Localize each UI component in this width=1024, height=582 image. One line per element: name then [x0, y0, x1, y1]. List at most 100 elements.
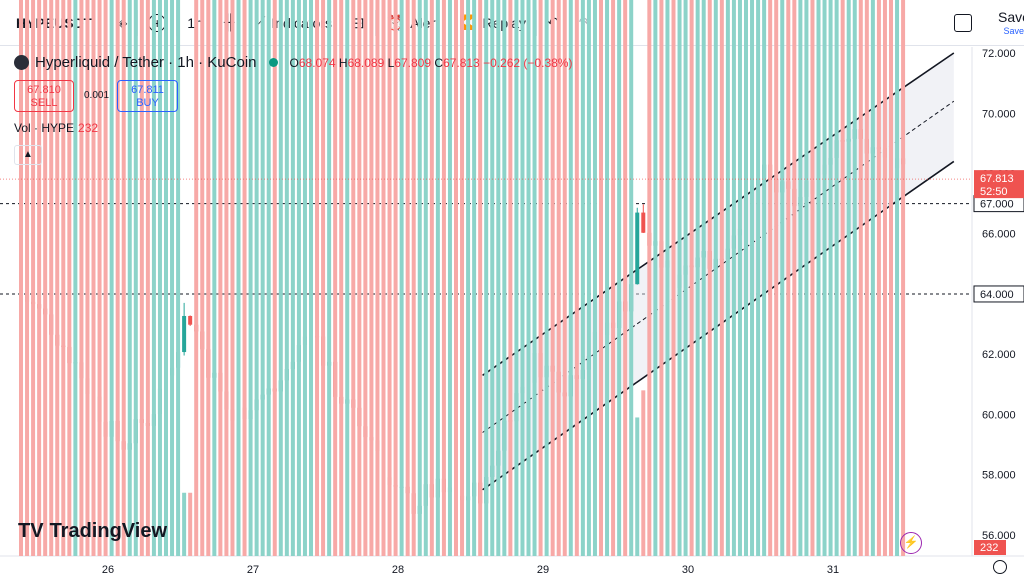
hyperliquid-logo-icon [14, 55, 29, 70]
save-button[interactable]: SaveSave [998, 10, 1024, 36]
candles-icon: ╫ [223, 14, 235, 31]
volume-bar [454, 0, 458, 556]
volume-bar [562, 0, 567, 556]
volume-bar [520, 0, 525, 556]
volume-bar [224, 0, 229, 556]
gear-icon[interactable] [993, 560, 1007, 574]
layout-toggle-button[interactable] [954, 14, 972, 32]
volume-bar [496, 0, 501, 556]
volume-bar [85, 0, 90, 556]
channel-upper-line [482, 52, 955, 376]
volume-bar [713, 0, 718, 556]
volume-bar [882, 0, 887, 556]
volume-bar [435, 0, 440, 556]
volume-bar [870, 0, 875, 556]
price-tick-label: 62.000 [982, 349, 1016, 361]
volume-bar [683, 0, 688, 556]
volume-bar [731, 0, 736, 556]
collapse-legend-button[interactable]: ▲ [14, 145, 42, 165]
volume-bar [864, 0, 869, 556]
buy-button[interactable]: 67.811 BUY [117, 80, 178, 112]
volume-bar [611, 0, 616, 556]
separator [536, 9, 538, 36]
legend-title: Hyperliquid / Tether · 1h · KuCoin [35, 54, 257, 71]
volume-bar [429, 0, 434, 556]
volume-bar [544, 0, 549, 556]
chart-type-button[interactable]: ╫ [214, 0, 245, 46]
volume-bar [466, 0, 471, 556]
time-tick-label: 28 [392, 564, 404, 576]
volume-bar [895, 0, 900, 556]
volume-bar [659, 0, 664, 556]
time-tick-label: 30 [682, 564, 694, 576]
volume-bar [393, 0, 398, 556]
volume-bar [592, 0, 597, 556]
volume-bar [115, 0, 120, 556]
flash-icon[interactable]: ⚡ [900, 532, 922, 554]
volume-bar [55, 0, 60, 556]
volume-bar [641, 390, 646, 556]
volume-bar [121, 0, 126, 556]
volume-bar [182, 492, 187, 556]
volume-bar [816, 0, 821, 556]
volume-bar [568, 0, 573, 556]
volume-bar [605, 0, 610, 556]
volume-bar [236, 0, 241, 556]
volume-bar [441, 0, 446, 556]
volume-bar [315, 0, 320, 556]
last-price-label-bg [974, 170, 1024, 199]
volume-bar [145, 0, 150, 556]
indicators-icon: ⟋ [255, 14, 266, 30]
price-tick-label: 72.000 [982, 48, 1016, 60]
volume-bar [73, 0, 78, 556]
volume-bar [768, 0, 773, 556]
volume-bar [647, 0, 652, 556]
volume-bar [296, 0, 301, 556]
volume-bar [321, 0, 326, 556]
volume-bar [399, 0, 404, 556]
volume-bar [840, 0, 845, 556]
time-tick-label: 27 [247, 564, 259, 576]
volume-bar [206, 0, 211, 556]
volume-bar [889, 0, 893, 556]
volume-bar [852, 0, 857, 556]
volume-bar [623, 0, 628, 556]
volume-bar [254, 0, 259, 556]
volume-bar [381, 0, 386, 556]
market-status-icon [268, 58, 278, 67]
volume-bar [272, 0, 277, 556]
volume-bar [532, 0, 537, 556]
candle-body [635, 212, 640, 285]
volume-bar [290, 0, 295, 556]
candle-body [641, 212, 646, 233]
price-tick-label: 56.000 [982, 530, 1016, 542]
volume-bar [665, 0, 670, 556]
volume-bar [351, 0, 356, 556]
volume-legend: Vol · HYPE 232 [14, 121, 99, 135]
volume-bar [635, 417, 640, 556]
volume-bar [133, 0, 138, 556]
volume-bar [242, 0, 247, 556]
volume-bar [876, 0, 881, 556]
volume-bar [25, 0, 30, 556]
volume-bar [599, 0, 603, 556]
chart-legend: Hyperliquid / Tether · 1h · KuCoin O68.0… [14, 54, 572, 71]
volume-bar [580, 0, 585, 556]
volume-bar [170, 0, 175, 556]
volume-bar [834, 0, 839, 556]
volume-bar [556, 0, 561, 556]
candle-body [182, 315, 187, 353]
volume-bar [248, 0, 253, 556]
volume-bar [230, 0, 235, 556]
volume-bar [151, 0, 156, 556]
volume-bar [780, 0, 785, 556]
volume-bar [744, 0, 748, 556]
volume-bar [586, 0, 591, 556]
sell-button[interactable]: 67.810 SELL [14, 80, 74, 112]
volume-bar [79, 0, 84, 556]
volume-bar [369, 0, 374, 556]
volume-bar [472, 0, 477, 556]
volume-bar [375, 0, 380, 556]
